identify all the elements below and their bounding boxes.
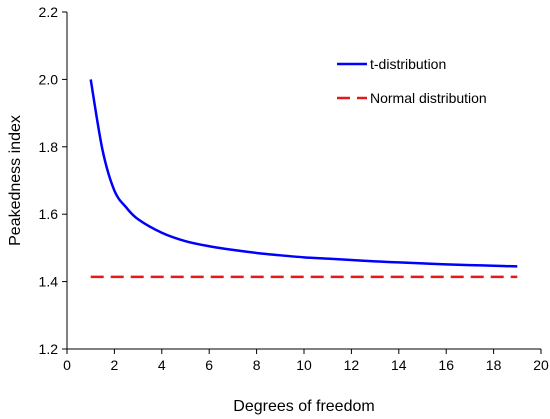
x-tick-label: 20: [533, 357, 549, 373]
x-tick-label: 2: [111, 357, 119, 373]
legend-label-1: t-distribution: [370, 56, 446, 72]
y-tick-label: 2.2: [39, 4, 59, 20]
legend: t-distribution Normal distribution: [337, 56, 487, 106]
y-tick-label: 1.4: [39, 274, 59, 290]
x-tick-label: 8: [253, 357, 261, 373]
y-tick-label: 1.2: [39, 341, 59, 357]
x-tick-label: 0: [63, 357, 71, 373]
x-tick-label: 10: [296, 357, 312, 373]
x-tick-label: 14: [391, 357, 407, 373]
y-tick-label: 1.6: [39, 206, 59, 222]
legend-label-2: Normal distribution: [370, 90, 487, 106]
y-tick-label: 2.0: [39, 71, 59, 87]
series-layer: [89, 79, 518, 279]
x-tick-label: 4: [158, 357, 166, 373]
axes: 0 2 4 6 8 10 12 14 16 18 20 1.2 1.4 1.6 1.8 2.0 2.2: [39, 4, 549, 373]
x-tick-label: 16: [438, 357, 454, 373]
series-line-1: [89, 79, 518, 268]
x-tick-label: 12: [344, 357, 360, 373]
y-axis-title: Peakedness index: [7, 115, 24, 246]
y-tick-label: 1.8: [39, 139, 59, 155]
x-axis-title: Degrees of freedom: [233, 398, 374, 415]
x-tick-label: 6: [205, 357, 213, 373]
x-tick-label: 18: [486, 357, 502, 373]
